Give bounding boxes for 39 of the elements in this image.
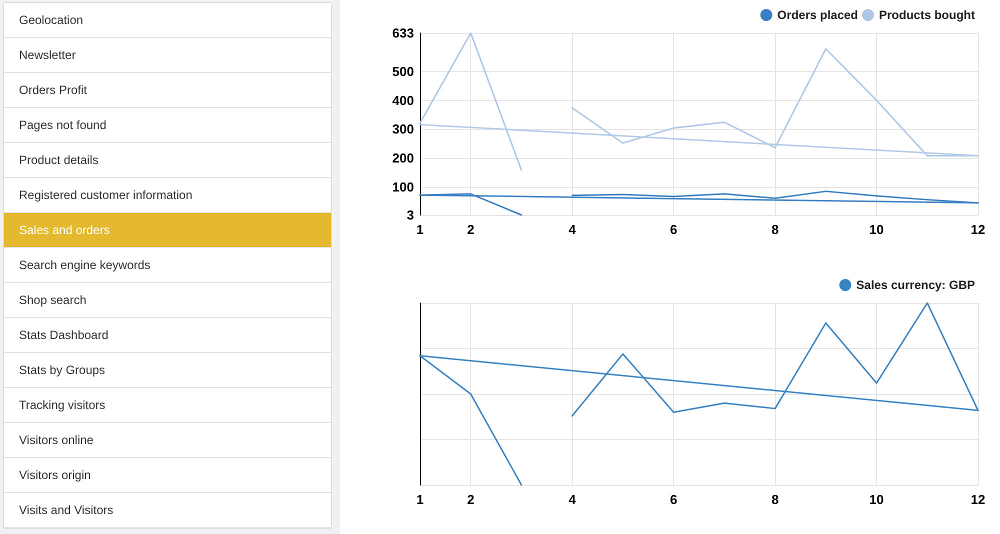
category-label: Registered customer information [4,178,331,213]
category-label: Visitors origin [4,458,331,493]
x-tick-label: 4 [568,492,577,507]
y-tick-label: 100 [392,179,414,194]
x-tick-label: 2 [467,492,474,507]
y-tick-label: 500 [392,64,414,79]
category-label: Newsletter [4,38,331,73]
x-tick-label: 1 [416,222,424,237]
x-tick-label: 4 [568,222,577,237]
x-tick-label: 6 [670,492,678,507]
category-label: Visitors online [4,423,331,458]
y-tick-label: 300 [392,122,414,137]
category-label: Orders Profit [4,73,331,108]
category-label: Shop search [4,283,331,318]
category-label: Stats Dashboard [4,318,331,353]
category-label: Search engine keywords [4,248,331,283]
y-tick-label: 400 [392,92,414,108]
x-tick-label: 2 [467,222,474,237]
legend-label: Products bought [879,8,976,22]
x-tick-label: 12 [970,222,986,237]
x-tick-label: 8 [771,222,779,237]
x-tick-label: 12 [970,492,986,507]
x-tick-label: 8 [771,492,779,507]
y-tick-label: 200 [392,150,414,166]
y-tick-label: 633 [392,26,414,40]
legend-label: Orders placed [777,8,858,22]
category-label: Tracking visitors [4,388,331,423]
category-label: Geolocation [4,3,331,38]
legend-label: Sales currency: GBP [856,278,976,292]
category-label: Sales and orders [4,213,331,248]
x-tick-label: 10 [869,492,884,507]
x-tick-label: 1 [416,492,424,507]
x-tick-label: 6 [670,222,678,237]
category-label: Product details [4,143,331,178]
category-label: Visits and Visitors [4,493,331,528]
category-label: Pages not found [4,108,331,143]
y-tick-label: 3 [406,208,414,222]
x-tick-label: 10 [869,222,884,237]
category-label: Stats by Groups [4,353,331,388]
